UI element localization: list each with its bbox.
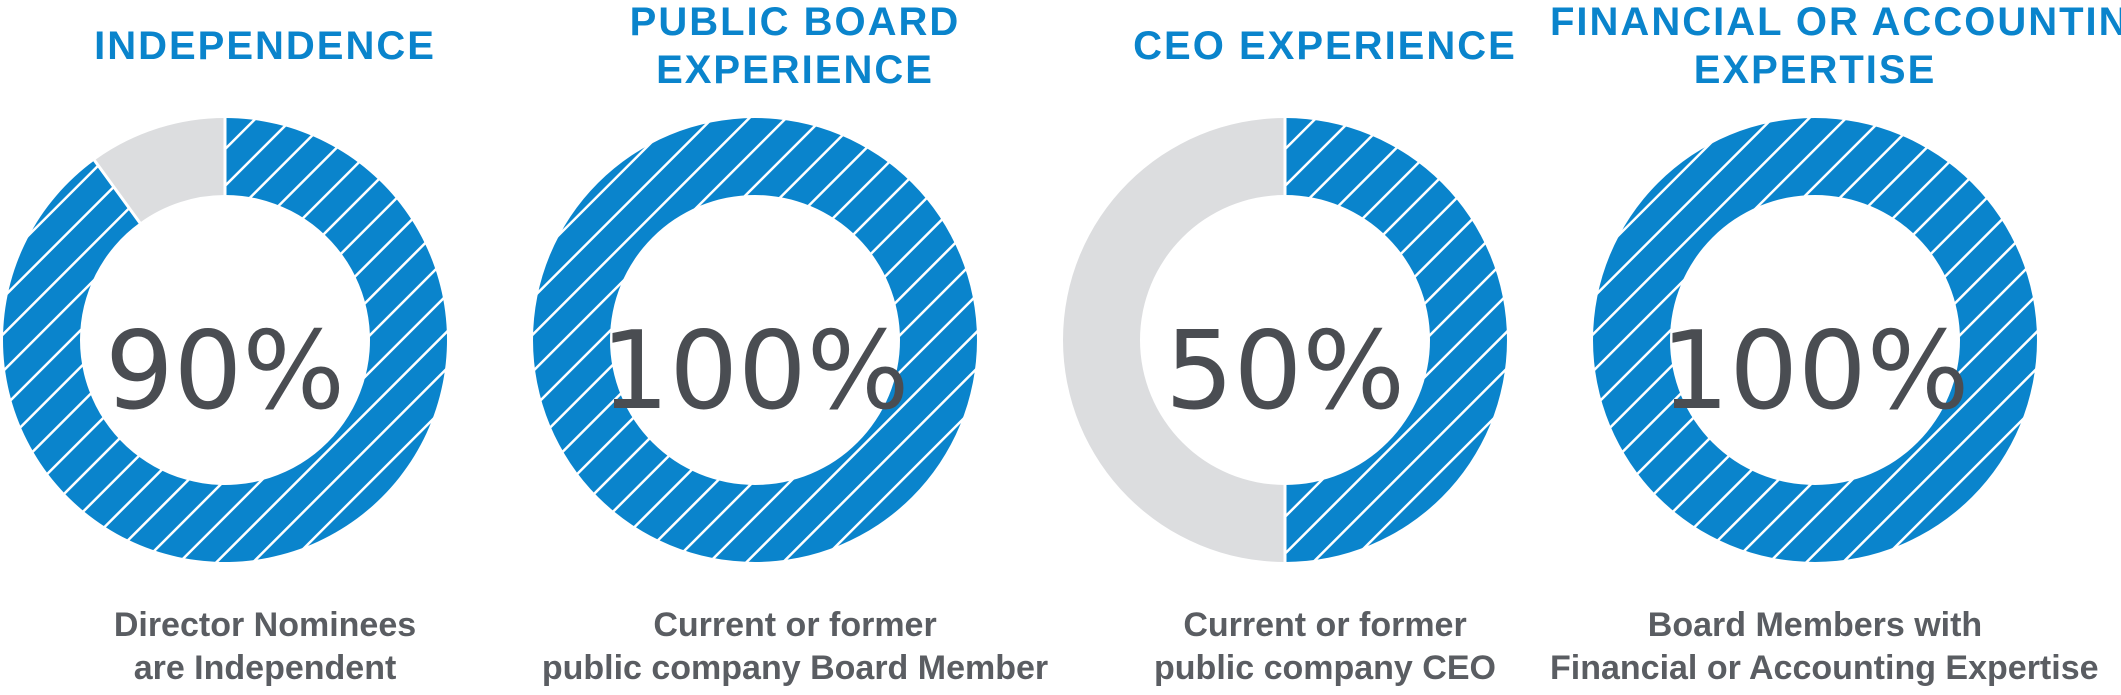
donut-chart: 50% xyxy=(1063,117,1507,563)
metric-title: FINANCIAL OR ACCOUNTING EXPERTISE xyxy=(1550,0,2121,94)
metric-caption-line: Director Nominees xyxy=(113,606,417,644)
donut-value-segment xyxy=(1593,118,2037,562)
donut-chart: 100% xyxy=(1593,118,2037,562)
metric-caption-line: public company Board Member xyxy=(541,649,1049,687)
metric-title: PUBLIC BOARD EXPERIENCE xyxy=(530,0,1060,94)
metric-caption: Director Nominees are Independent xyxy=(0,604,530,690)
donut-chart: 90% xyxy=(2,117,448,562)
metric-title-line: EXPERIENCE xyxy=(656,48,934,92)
metric-caption-line: Board Members with xyxy=(1647,606,1983,644)
metric-ceo-experience: CEO EXPERIENCE 50% Current or former pub… xyxy=(1060,0,1590,695)
metric-financial-expertise: FINANCIAL OR ACCOUNTING EXPERTISE 100% B… xyxy=(1550,0,2121,695)
donut-value-label: 90% xyxy=(105,309,345,434)
donut-remainder-segment xyxy=(94,118,225,223)
metric-caption: Current or former public company Board M… xyxy=(530,604,1060,690)
donut-remainder-segment xyxy=(1063,118,1285,562)
donut-value-label: 50% xyxy=(1165,309,1405,434)
metric-title-line: CEO EXPERIENCE xyxy=(1133,24,1517,68)
donut-value-segment xyxy=(533,118,977,562)
metric-title-line: INDEPENDENCE xyxy=(94,24,436,68)
metric-independence: INDEPENDENCE 90% Director Nominees are I… xyxy=(0,0,530,695)
metric-title-line: EXPERTISE xyxy=(1693,48,1937,92)
metric-caption-line: are Independent xyxy=(133,649,397,687)
metric-caption-line: Current or former xyxy=(653,606,937,644)
metric-title-line: FINANCIAL OR ACCOUNTING xyxy=(1550,0,2121,44)
metric-caption: Current or former public company CEO xyxy=(1060,604,1590,690)
donut-value-label: 100% xyxy=(601,309,910,434)
donut-chart: 100% xyxy=(533,118,977,562)
metric-caption-line: public company CEO xyxy=(1154,649,1496,687)
metric-caption-line: Financial or Accounting Expertise xyxy=(1550,649,2099,687)
metric-title: CEO EXPERIENCE xyxy=(1060,22,1590,70)
metric-caption-line: Current or former xyxy=(1183,606,1467,644)
donut-value-label: 100% xyxy=(1661,309,1970,434)
metric-title-line: PUBLIC BOARD xyxy=(629,0,961,44)
donut-value-segment xyxy=(1285,118,1507,562)
metric-title: INDEPENDENCE xyxy=(0,22,530,70)
donut-value-segment xyxy=(2,118,448,562)
donut-segment-separator xyxy=(92,158,142,225)
metric-public-board-experience: PUBLIC BOARD EXPERIENCE 100% Current or … xyxy=(530,0,1060,695)
metric-caption: Board Members with Financial or Accounti… xyxy=(1550,604,2099,690)
